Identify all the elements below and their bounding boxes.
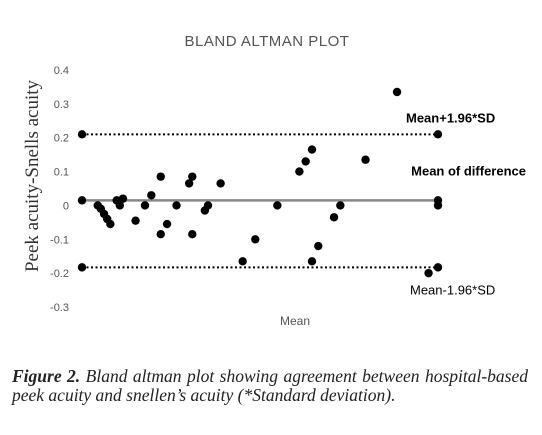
y-tick-label: 0 <box>63 200 69 212</box>
data-point <box>77 130 87 139</box>
data-point <box>118 194 128 203</box>
y-tick-label: 0.1 <box>54 167 69 179</box>
x-axis-label: Mean <box>280 314 310 328</box>
upper-limit-label: Mean+1.96*SD <box>406 110 495 125</box>
data-point <box>424 268 433 278</box>
data-point <box>433 263 443 272</box>
data-point <box>156 230 165 239</box>
data-point <box>273 201 282 210</box>
data-point <box>301 157 310 166</box>
data-point <box>162 219 172 229</box>
data-point <box>307 257 317 266</box>
data-point <box>184 179 194 188</box>
bland-altman-chart: BLAND ALTMAN PLOT Peek acuity-Snells acu… <box>22 33 526 328</box>
data-point <box>314 241 323 251</box>
data-point <box>251 235 260 244</box>
y-tick-label: 0.3 <box>54 99 69 111</box>
data-point <box>203 201 213 210</box>
data-point <box>188 230 197 239</box>
figure-caption: Figure 2. Bland altman plot showing agre… <box>12 367 528 405</box>
data-point <box>336 201 345 210</box>
data-point <box>131 216 140 225</box>
data-point <box>392 87 402 97</box>
y-tick-label: -0.1 <box>50 234 69 246</box>
data-point <box>216 179 225 188</box>
data-point <box>238 257 247 266</box>
data-point <box>307 145 317 154</box>
data-point <box>188 172 197 181</box>
data-point <box>295 167 304 176</box>
data-point <box>329 213 339 222</box>
data-point <box>140 201 150 210</box>
data-point <box>106 219 115 229</box>
data-point <box>115 201 125 210</box>
figure-caption-label: Figure 2. <box>12 366 81 386</box>
data-point <box>433 130 443 139</box>
data-point <box>433 201 443 210</box>
y-tick-label: 0.2 <box>54 133 69 145</box>
mean-difference-label: Mean of difference <box>411 163 526 178</box>
y-tick-label: 0.4 <box>54 65 69 77</box>
chart-title: BLAND ALTMAN PLOT <box>185 33 350 50</box>
data-point <box>172 201 181 210</box>
data-point <box>147 191 156 200</box>
figure-caption-text: Bland altman plot showing agreement betw… <box>12 366 528 405</box>
data-point <box>77 263 87 272</box>
data-point <box>77 196 87 205</box>
data-point <box>361 155 370 164</box>
lower-limit-label: Mean-1.96*SD <box>410 282 495 297</box>
y-tick-label: -0.3 <box>50 302 69 314</box>
y-tick-label: -0.2 <box>50 268 69 280</box>
data-point <box>156 172 165 181</box>
y-axis-label: Peek acuity-Snells acuity <box>22 79 43 272</box>
